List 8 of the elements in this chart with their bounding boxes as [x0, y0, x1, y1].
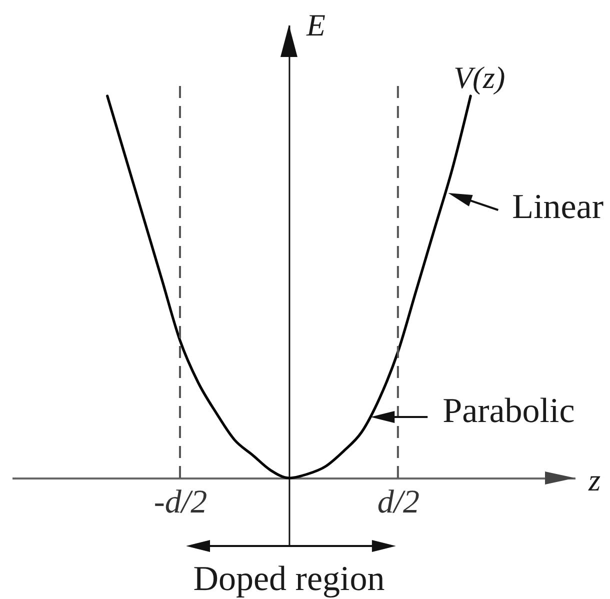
text: Doped region	[193, 559, 385, 598]
x-axis-title: z	[588, 462, 601, 498]
annotation: Parabolic	[442, 391, 575, 430]
text: Linear	[512, 187, 604, 226]
x-tick-label: -d/2	[154, 484, 208, 520]
x-tick-label: d/2	[377, 484, 420, 520]
series-label: V(z)	[454, 60, 506, 95]
y-axis-title: E	[305, 8, 326, 42]
